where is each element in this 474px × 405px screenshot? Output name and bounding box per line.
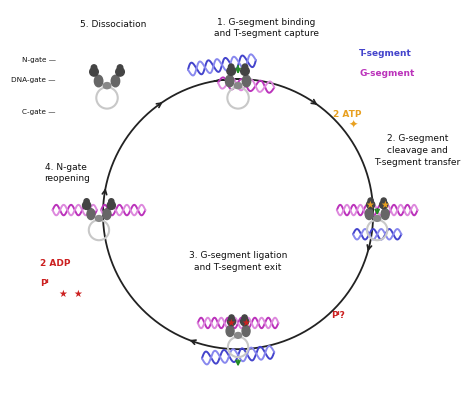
Text: ✦: ✦: [349, 119, 358, 129]
Text: T-segment: T-segment: [359, 49, 412, 58]
Circle shape: [242, 65, 248, 70]
Ellipse shape: [95, 216, 102, 222]
Circle shape: [91, 66, 97, 71]
Ellipse shape: [103, 83, 111, 90]
Circle shape: [82, 202, 91, 210]
Circle shape: [228, 318, 236, 326]
Circle shape: [84, 199, 89, 205]
Circle shape: [368, 198, 373, 204]
Text: ★: ★: [380, 200, 389, 209]
Text: 4. N-gate
reopening: 4. N-gate reopening: [45, 162, 91, 183]
Circle shape: [116, 68, 124, 77]
Circle shape: [366, 201, 375, 209]
Circle shape: [381, 198, 386, 204]
Ellipse shape: [235, 333, 242, 339]
Text: 2 ATP: 2 ATP: [333, 109, 361, 119]
Circle shape: [229, 315, 234, 320]
Text: Pᴵ?: Pᴵ?: [331, 311, 345, 320]
Text: ★: ★: [227, 318, 235, 327]
Ellipse shape: [226, 76, 234, 87]
Circle shape: [228, 65, 234, 70]
Text: DNA-gate —: DNA-gate —: [11, 77, 56, 83]
Text: ★  ★: ★ ★: [59, 288, 82, 298]
Circle shape: [90, 68, 98, 77]
Ellipse shape: [242, 76, 251, 87]
Text: 2. G-segment
cleavage and
T-segment transfer: 2. G-segment cleavage and T-segment tran…: [374, 134, 461, 166]
Text: ★: ★: [365, 200, 374, 209]
Circle shape: [109, 199, 114, 205]
Circle shape: [241, 68, 249, 76]
Circle shape: [240, 318, 249, 326]
Text: 2 ADP: 2 ADP: [40, 258, 71, 267]
Circle shape: [117, 66, 123, 71]
Ellipse shape: [374, 216, 381, 222]
Ellipse shape: [226, 326, 234, 337]
Ellipse shape: [111, 76, 119, 87]
Text: ★: ★: [241, 318, 250, 327]
Ellipse shape: [242, 326, 250, 337]
Text: Pᴵ: Pᴵ: [40, 279, 49, 288]
Text: G-segment: G-segment: [359, 69, 414, 78]
Ellipse shape: [234, 83, 242, 90]
Text: 5. Dissociation: 5. Dissociation: [80, 19, 146, 28]
Text: 3. G-segment ligation
and T-segment exit: 3. G-segment ligation and T-segment exit: [189, 251, 287, 271]
Ellipse shape: [381, 209, 389, 220]
Ellipse shape: [365, 209, 373, 220]
Ellipse shape: [103, 209, 111, 220]
Circle shape: [380, 201, 388, 209]
Text: 1. G-segment binding
and T-segment capture: 1. G-segment binding and T-segment captu…: [214, 17, 319, 38]
Circle shape: [242, 315, 247, 320]
Ellipse shape: [87, 209, 95, 220]
Text: N-gate —: N-gate —: [22, 57, 56, 63]
Circle shape: [227, 68, 236, 76]
Circle shape: [107, 202, 115, 210]
Text: C-gate —: C-gate —: [22, 109, 56, 115]
Ellipse shape: [94, 76, 103, 87]
